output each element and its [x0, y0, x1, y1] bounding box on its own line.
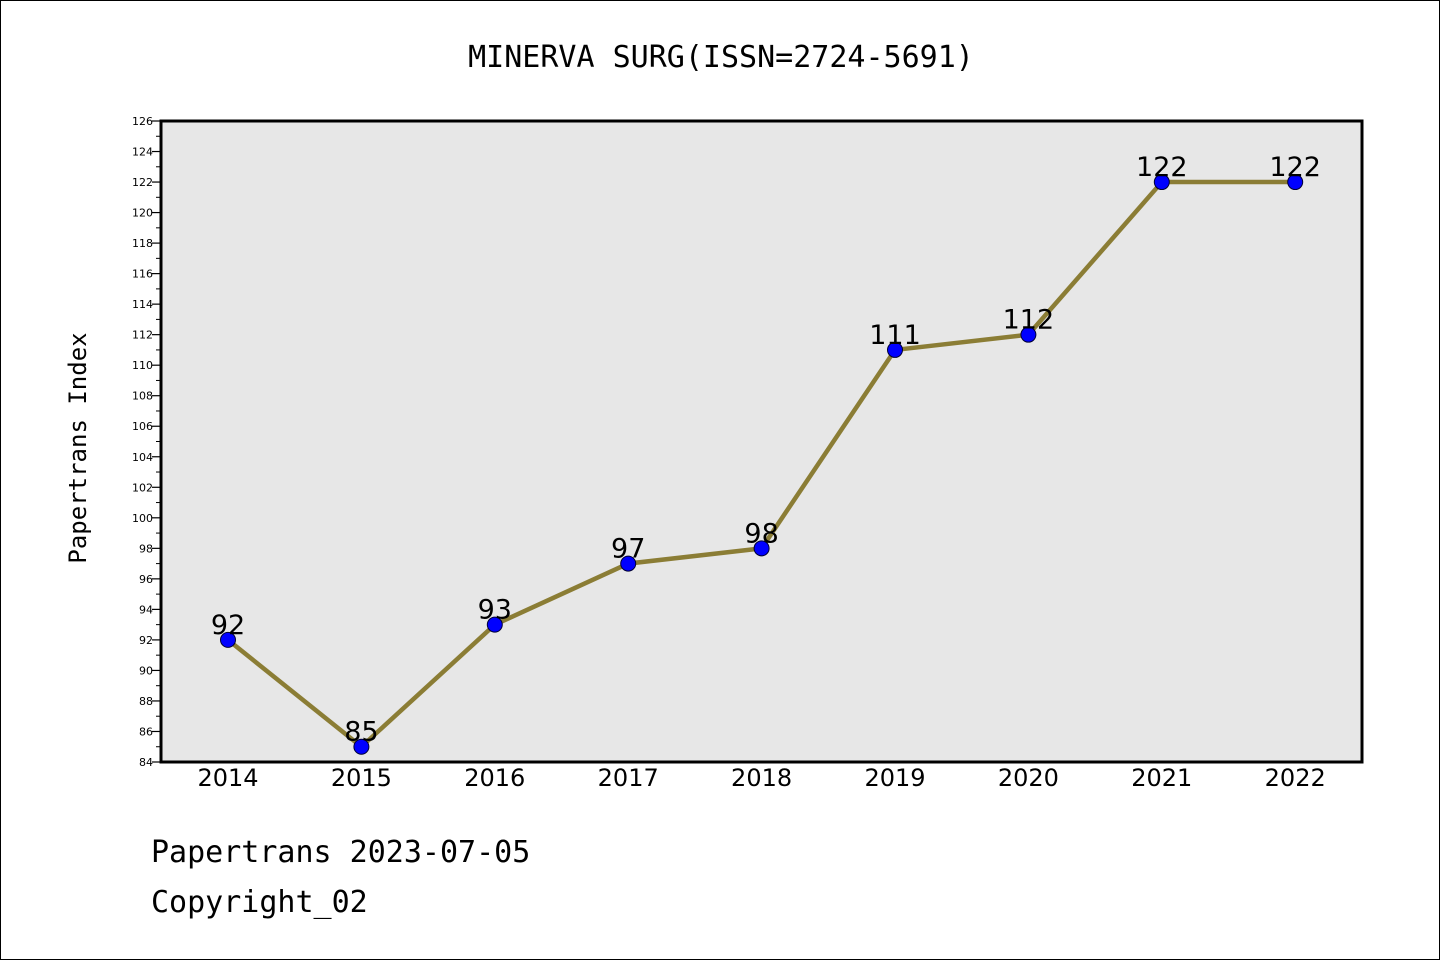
- y-tick-label: 122: [132, 176, 153, 189]
- data-point: [1287, 174, 1304, 191]
- data-point: [887, 341, 903, 358]
- y-tick-label: 108: [132, 390, 153, 403]
- x-tick-label: 2019: [864, 764, 925, 792]
- x-tick-label: 2015: [331, 764, 392, 792]
- data-point: [620, 555, 637, 572]
- x-tick-label: 2016: [464, 764, 525, 792]
- x-tick-label: 2022: [1265, 764, 1326, 792]
- y-tick-label: 118: [132, 237, 153, 250]
- data-point: [353, 738, 370, 755]
- y-tick-label: 102: [132, 481, 153, 494]
- y-axis: 84 86 88 90 92 94 96 98 100 102 104 106 108 110 112 114…: [132, 115, 161, 769]
- y-tick-label: 90: [139, 664, 153, 677]
- data-point: [753, 540, 770, 557]
- data-label: 85: [344, 717, 378, 748]
- data-label: 122: [1269, 152, 1321, 183]
- plot-area: [159, 119, 1364, 764]
- data-label: 97: [611, 534, 645, 565]
- data-point: [486, 616, 503, 633]
- y-tick-label: 106: [132, 420, 153, 433]
- y-tick-label: 84: [139, 756, 153, 769]
- y-tick-label: 110: [132, 359, 153, 372]
- series-group: 92 85 93 97 98 111 112 122 122: [211, 152, 1321, 755]
- y-tick-label: 116: [132, 268, 153, 281]
- x-tick-label: 2018: [731, 764, 792, 792]
- data-label: 112: [1003, 305, 1055, 336]
- y-tick-label: 112: [132, 329, 153, 342]
- data-point: [1020, 326, 1037, 343]
- y-tick-label: 126: [132, 115, 153, 128]
- y-tick-label: 104: [132, 451, 153, 464]
- x-axis: 2014 2015 2016 2017 2018 2019 2020 2021 2022: [197, 764, 1325, 792]
- chart-title: MINERVA SURG(ISSN=2724-5691): [468, 40, 974, 75]
- y-axis-label: Papertrans Index: [64, 332, 92, 563]
- footer-date: Papertrans 2023-07-05: [151, 835, 531, 870]
- y-tick-label: 92: [139, 634, 153, 647]
- data-label: 92: [211, 610, 245, 641]
- y-tick-label: 114: [132, 298, 153, 311]
- data-label: 111: [869, 320, 921, 351]
- y-tick-label: 94: [139, 603, 153, 616]
- y-tick-label: 86: [139, 725, 153, 738]
- y-tick-label: 88: [139, 695, 153, 708]
- y-tick-label: 98: [139, 542, 153, 555]
- y-tick-label: 100: [132, 512, 153, 525]
- x-tick-label: 2017: [598, 764, 659, 792]
- data-label: 122: [1136, 152, 1188, 183]
- data-point: [220, 631, 236, 648]
- y-tick-label: 120: [132, 207, 153, 220]
- x-tick-label: 2021: [1131, 764, 1192, 792]
- y-tick-label: 124: [132, 146, 153, 159]
- data-label: 98: [744, 518, 778, 549]
- y-tick-label: 96: [139, 573, 153, 586]
- x-tick-label: 2020: [998, 764, 1059, 792]
- x-tick-label: 2014: [197, 764, 258, 792]
- data-point: [1153, 174, 1170, 191]
- data-label: 93: [478, 595, 512, 626]
- footer-copyright: Copyright_02: [151, 885, 368, 920]
